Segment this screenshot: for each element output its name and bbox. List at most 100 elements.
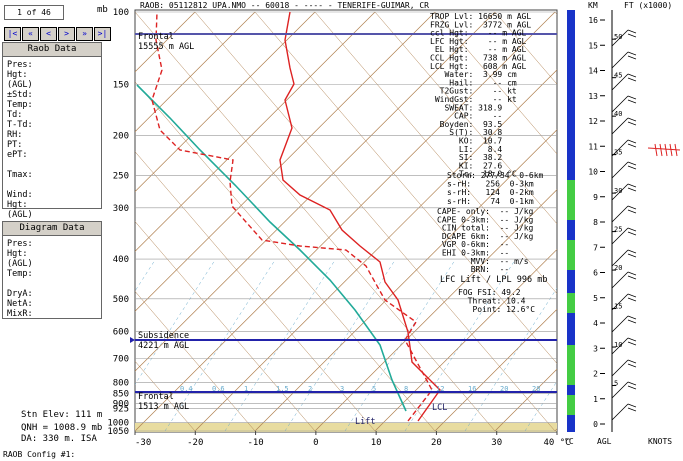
wind-barb: [611, 51, 637, 69]
cape-row: VGP 0-6km: --: [437, 240, 509, 249]
isotherm: [615, 12, 683, 431]
wind-barb: [611, 293, 637, 311]
wind-barb: [611, 205, 637, 223]
ft-label: 20: [614, 264, 622, 272]
mixing-label: 28: [532, 385, 540, 393]
chart-title: RAOB: 05112812 UPA.NMO -- 60018 - ---- -…: [140, 1, 429, 10]
marker: [130, 337, 135, 343]
km-label: 15: [588, 41, 598, 50]
mixing-line: [464, 287, 557, 432]
raob-panel: Raob Data Pres: Hgt: (AGL) ±Std: Temp: Td: T-T…: [2, 42, 102, 220]
nav-button[interactable]: >|: [94, 27, 111, 41]
mixing-line: [164, 259, 276, 432]
pressure-label: 500: [113, 295, 129, 305]
lift-label: Lift: [355, 417, 375, 427]
index-row: T2Gust: -- kt: [430, 87, 517, 96]
field-label: Temp:: [7, 269, 33, 279]
level-bar: [567, 180, 575, 220]
mixing-label: 1: [244, 385, 248, 393]
annotation: Frontal: [138, 32, 174, 42]
field-label: Td:: [7, 110, 23, 120]
wind-barb: [611, 139, 637, 157]
pressure-label: 600: [113, 327, 129, 337]
lcl-label: LCL: [432, 403, 447, 413]
field-label: NetA:: [7, 299, 33, 309]
wind-barb: [611, 73, 637, 91]
nav-button[interactable]: »: [76, 27, 93, 41]
cape-row: CIN total: -- J/kg: [437, 224, 534, 233]
km-label: 7: [593, 243, 598, 252]
km-label: 6: [593, 269, 598, 278]
dry-adiabat: [135, 430, 136, 431]
pressure-label: 1000: [107, 418, 129, 428]
agl-label: AGL: [597, 437, 612, 446]
temperature-trace: [279, 11, 441, 422]
km-label: 8: [593, 218, 598, 227]
dewpoint-trace: [151, 11, 433, 422]
km-label: 9: [593, 193, 598, 202]
ft-label: 45: [614, 72, 622, 80]
pressure-label: 925: [113, 404, 129, 414]
storm-row: s-rH: 256 0-3km: [447, 180, 534, 189]
isotherm: [135, 11, 556, 432]
cape-row: EHI 0-3km: --: [437, 249, 509, 258]
annotation: Subsidence: [138, 331, 189, 341]
field-label: PT:: [7, 140, 23, 150]
ft-title: FT (x1000): [624, 1, 672, 10]
mixing-line: [0, 260, 35, 431]
isotherm: [434, 308, 557, 432]
field-label: RH:: [7, 130, 23, 140]
mixing-label: 1.5: [276, 385, 289, 393]
nav-button[interactable]: >: [58, 27, 75, 41]
fog-row: FOG FSI: 49.2: [458, 288, 521, 297]
pressure-label: 800: [113, 379, 129, 389]
pressure-label: 150: [113, 80, 129, 90]
index-row: TROP Lvl: 16650 m AGL: [430, 12, 531, 21]
wind-barb: [611, 249, 637, 267]
km-label: 5: [593, 294, 598, 303]
wind-barb: [611, 117, 637, 135]
wind-barb: [611, 271, 637, 289]
index-row: WindGst: -- kt: [430, 95, 517, 104]
annotation: 15555 m AGL: [138, 42, 194, 52]
nav-button[interactable]: |<: [4, 27, 21, 41]
ft-label: 10: [614, 341, 622, 349]
km-title: KM: [588, 1, 598, 10]
ft-label: 30: [614, 187, 622, 195]
dry-adiabat: [254, 11, 557, 364]
mixing-line: [135, 259, 216, 385]
mixing-line: [0, 260, 95, 431]
field-label: (AGL): [7, 259, 33, 269]
deg-label: °C: [564, 437, 574, 446]
pressure-label: 250: [113, 171, 129, 181]
temp-label: 0: [313, 438, 318, 448]
field-label: ePT:: [7, 150, 28, 160]
dry-adiabat: [314, 11, 557, 295]
nav-button[interactable]: «: [22, 27, 39, 41]
station-elev: Stn Elev: 111 m: [21, 410, 103, 420]
lift-note: LFC Lift / LPL 996 mb: [440, 275, 547, 285]
dry-adiabat: [135, 221, 316, 432]
pressure-label: 700: [113, 355, 129, 365]
isotherm: [135, 11, 496, 372]
index-row: LCL Hgt: 608 m AGL: [430, 62, 527, 71]
temp-label: -20: [187, 438, 203, 448]
level-bar: [567, 10, 575, 432]
index-row: ccl Hgt: -- m AGL: [430, 29, 527, 38]
km-label: 1: [593, 395, 598, 404]
fog-row: Threat: 10.4: [458, 297, 526, 306]
nav-button[interactable]: <: [40, 27, 57, 41]
nav-buttons: |< «< >» >|: [4, 21, 112, 41]
temp-label: 40 °C: [543, 438, 570, 448]
isotherm: [254, 129, 557, 432]
index-row: Water: 3.99 cm: [430, 70, 517, 79]
level-bar: [567, 293, 575, 313]
km-label: 10: [588, 168, 598, 177]
panel-title: Raob Data: [3, 43, 101, 57]
pressure-label: 1050: [107, 427, 129, 437]
ft-label: 40: [614, 110, 622, 118]
ft-label: 5: [614, 380, 618, 388]
mixing-line: [404, 259, 516, 432]
annotation: 4221 m AGL: [138, 341, 189, 351]
